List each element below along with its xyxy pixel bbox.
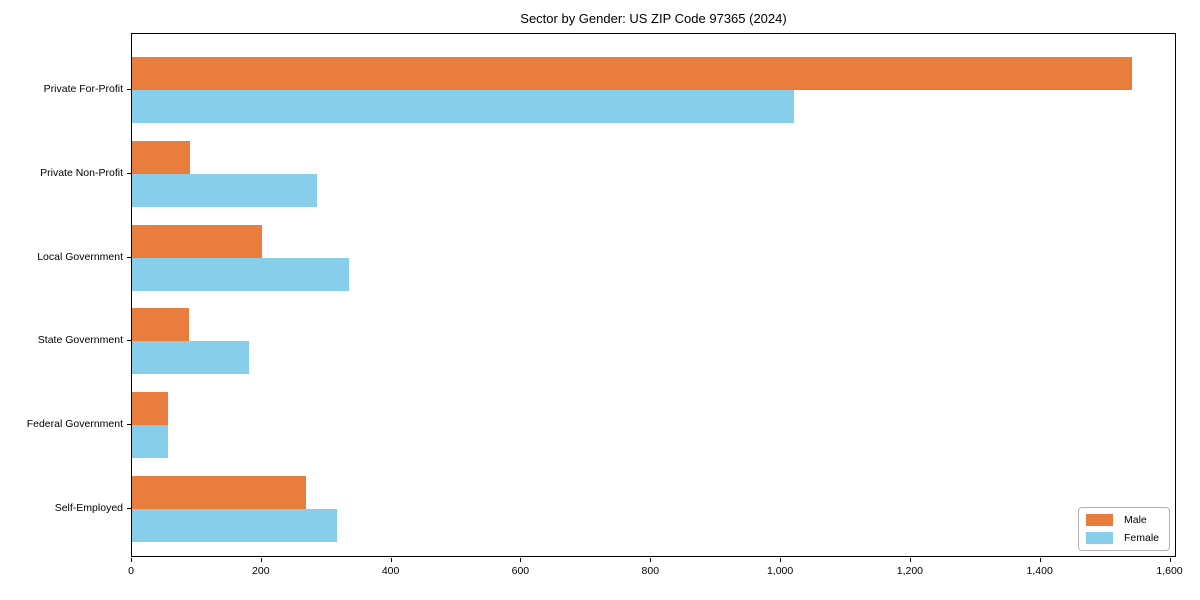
y-tick-label-local-government: Local Government bbox=[37, 250, 123, 263]
x-tick-mark bbox=[260, 558, 262, 562]
y-tick-mark bbox=[127, 508, 131, 509]
y-tick-mark bbox=[127, 89, 131, 90]
x-tick-label-1600: 1,600 bbox=[1156, 565, 1183, 577]
y-tick-mark bbox=[127, 256, 131, 258]
x-tick-label-1400: 1,400 bbox=[1026, 565, 1053, 577]
bar-female-private-non-profit bbox=[132, 173, 317, 207]
bar-female-private-for-profit bbox=[132, 90, 794, 123]
legend-label-male: Male bbox=[1123, 514, 1147, 526]
x-tick-label-1200: 1,200 bbox=[896, 565, 924, 577]
bar-female-federal-government bbox=[132, 425, 168, 459]
legend-label-female: Female bbox=[1123, 532, 1159, 544]
x-tick-mark bbox=[909, 558, 911, 562]
x-tick-label-600: 600 bbox=[511, 565, 530, 577]
bar-male-federal-government bbox=[132, 392, 168, 426]
y-tick-label-federal-government: Federal Government bbox=[26, 418, 123, 431]
bar-female-state-government bbox=[132, 341, 249, 375]
legend-swatch-male bbox=[1085, 514, 1113, 526]
bar-male-state-government bbox=[132, 308, 190, 342]
legend-row-female: Female bbox=[1085, 532, 1159, 544]
y-tick-mark bbox=[127, 424, 131, 426]
x-tick-mark bbox=[780, 558, 782, 562]
bar-male-private-non-profit bbox=[132, 140, 191, 174]
y-tick-mark bbox=[127, 172, 131, 174]
y-tick-label-private-for-profit: Private For-Profit bbox=[43, 83, 123, 95]
x-tick-mark bbox=[1169, 558, 1171, 562]
bar-female-self-employed bbox=[132, 509, 337, 542]
y-tick-label-self-employed: Self-Employed bbox=[54, 502, 123, 514]
legend: Male Female bbox=[1077, 507, 1170, 551]
x-tick-label-0: 0 bbox=[128, 565, 134, 577]
bar-female-local-government bbox=[132, 257, 350, 291]
x-tick-label-400: 400 bbox=[381, 565, 400, 577]
bar-male-private-for-profit bbox=[132, 57, 1132, 90]
x-tick-label-800: 800 bbox=[641, 565, 660, 577]
x-tick-mark bbox=[131, 558, 132, 562]
plot-area: Male Female bbox=[131, 33, 1176, 557]
x-tick-mark bbox=[650, 558, 652, 562]
legend-swatch-female bbox=[1085, 532, 1113, 544]
chart-title: Sector by Gender: US ZIP Code 97365 (202… bbox=[520, 11, 787, 26]
bar-male-self-employed bbox=[132, 476, 306, 509]
x-tick-mark bbox=[390, 558, 392, 562]
bar-male-local-government bbox=[132, 224, 262, 258]
y-tick-mark bbox=[127, 340, 131, 342]
x-tick-mark bbox=[520, 558, 522, 562]
x-tick-label-1000: 1,000 bbox=[766, 565, 794, 577]
y-tick-label-private-non-profit: Private Non-Profit bbox=[40, 166, 123, 179]
x-tick-mark bbox=[1039, 558, 1041, 562]
x-tick-label-200: 200 bbox=[252, 565, 270, 577]
y-tick-label-state-government: State Government bbox=[37, 334, 123, 347]
legend-row-male: Male bbox=[1085, 514, 1159, 526]
